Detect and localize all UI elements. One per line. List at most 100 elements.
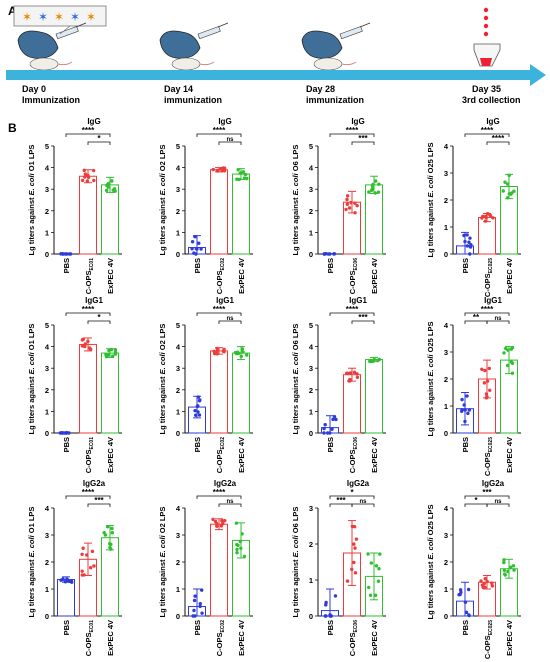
timeline-day-28: Day 28 (306, 84, 335, 94)
data-point (242, 176, 247, 180)
data-point (369, 561, 374, 565)
data-point (485, 579, 489, 584)
bar-0 (188, 247, 206, 255)
bar-1 (79, 175, 97, 255)
svg-text:✶: ✶ (22, 10, 32, 24)
category-label: PBS (461, 258, 470, 273)
data-point (195, 247, 199, 251)
data-point (70, 580, 74, 584)
chart-12: IgG2a 0 1 2 3 4 Lg titers against E. coli O25 … (426, 479, 521, 659)
y-tick-label: 1 (45, 407, 49, 416)
category-label: ExPEC 4V (505, 620, 514, 656)
data-point (241, 350, 245, 354)
data-point (81, 337, 85, 341)
data-point (85, 179, 90, 183)
y-tick-label: 0 (444, 429, 448, 438)
data-point (483, 214, 488, 219)
y-tick-label: 2 (176, 558, 180, 567)
data-point (197, 413, 202, 417)
vaccine-antigen-illustration: ✶ ✶ ✶ ✶ ✶ (13, 5, 107, 27)
significance-bracket (329, 312, 375, 316)
data-point (332, 252, 336, 256)
category-label: PBS (62, 437, 71, 452)
y-axis-label: Lg titers against E. coli O2 LPS (158, 324, 167, 435)
data-point (507, 192, 512, 196)
data-point (483, 585, 487, 590)
data-point (240, 347, 245, 351)
bar-1 (79, 558, 97, 617)
data-point (200, 611, 204, 615)
svg-text:✶: ✶ (38, 10, 48, 24)
data-point (68, 252, 73, 256)
chart-title: IgG (218, 117, 231, 126)
data-point (82, 573, 86, 577)
data-point (193, 413, 198, 417)
chart-title: IgG (351, 117, 364, 126)
significance-label: **** (213, 488, 226, 497)
data-point (193, 235, 197, 239)
data-point (195, 404, 200, 409)
y-tick-label: 1 (309, 576, 313, 585)
category-label: ExPEC 4V (505, 437, 514, 473)
panel-b-label: B (8, 121, 17, 135)
data-point (355, 203, 359, 208)
data-point (239, 546, 243, 550)
significance-bracket (351, 141, 375, 145)
data-point (211, 517, 215, 522)
significance-bracket (329, 495, 375, 499)
category-label: PBS (62, 258, 71, 273)
data-point (58, 431, 63, 435)
bar-1 (478, 581, 496, 617)
bar-2 (232, 539, 250, 617)
category-label: PBS (326, 437, 335, 452)
data-point (108, 545, 112, 550)
bar-2 (232, 173, 250, 255)
data-point (80, 338, 85, 342)
data-point (60, 252, 64, 256)
data-point (354, 537, 359, 541)
data-point (373, 191, 377, 195)
data-point (196, 395, 201, 399)
data-point (330, 427, 334, 431)
data-point (332, 252, 336, 256)
data-point (105, 183, 109, 188)
significance-bracket (218, 320, 242, 324)
data-point (80, 178, 85, 183)
significance-bracket (329, 503, 353, 507)
y-tick-label: 0 (176, 429, 180, 438)
data-point (458, 592, 462, 597)
data-point (328, 431, 332, 435)
data-point (240, 532, 244, 536)
mouse-injection-day28-icon (301, 22, 371, 71)
data-point (355, 375, 360, 379)
category-label: C-OPSEC025 (483, 437, 494, 476)
data-point (211, 167, 215, 172)
data-point (334, 417, 338, 422)
data-point (468, 252, 472, 256)
category-label: ExPEC 4V (370, 258, 379, 294)
data-point (325, 431, 330, 435)
data-point (457, 593, 461, 597)
y-tick-label: 1 (176, 585, 180, 594)
bar-1 (210, 523, 228, 617)
y-axis-label: Lg titers against E. coli O25 LPS (426, 504, 435, 619)
category-label: PBS (62, 620, 71, 635)
data-point (345, 197, 349, 202)
data-point (86, 175, 91, 179)
category-label: C-OPSEC06 (348, 437, 359, 473)
significance-bracket (87, 503, 111, 507)
bar-1 (478, 217, 496, 255)
bar-2 (101, 184, 119, 255)
data-point (506, 348, 510, 352)
data-point (368, 593, 373, 597)
data-point (222, 166, 227, 170)
bar-0 (456, 600, 474, 617)
data-point (463, 239, 467, 244)
data-point (193, 614, 197, 618)
data-point (376, 190, 381, 194)
data-point (482, 581, 486, 586)
panel-a-label: A (8, 4, 17, 18)
data-point (235, 547, 239, 552)
data-point (328, 252, 332, 256)
data-point (222, 347, 226, 351)
